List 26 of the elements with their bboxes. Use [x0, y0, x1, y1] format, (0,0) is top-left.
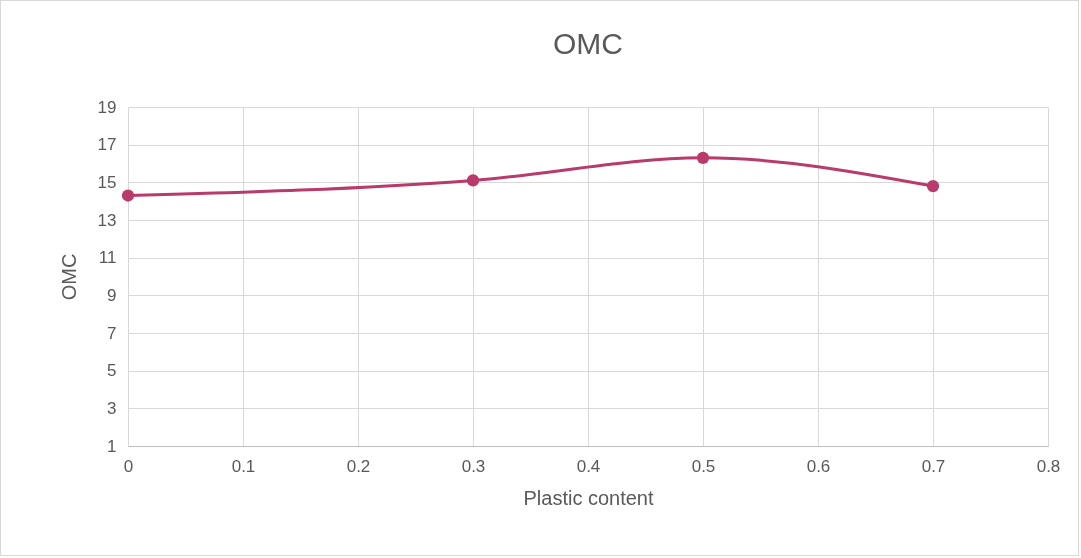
point: [121, 189, 135, 202]
x-tick-label: 0.4: [576, 456, 601, 476]
y-tick-label: 19: [97, 97, 117, 117]
x-tick-label: 0.3: [461, 456, 486, 476]
x-tick-label: 0.7: [921, 456, 946, 476]
point: [926, 179, 940, 193]
x-tick-label: 0.6: [806, 456, 831, 476]
y-axis-title: OMC: [57, 253, 80, 301]
y-tick-label: 7: [107, 323, 117, 343]
x-tick-label: 0.2: [346, 456, 371, 476]
x-tick-label: 0.1: [231, 456, 256, 476]
x-axis-title: Plastic content: [523, 486, 654, 509]
x-tick-label: 0.5: [691, 456, 716, 476]
point: [696, 151, 710, 164]
y-tick-label: 11: [98, 248, 117, 268]
chart-title: OMC: [553, 27, 623, 60]
y-tick-label: 15: [97, 172, 117, 192]
y-tick-label: 3: [107, 398, 117, 418]
y-tick-label: 9: [107, 285, 117, 305]
x-tick-label: 0.8: [1036, 456, 1061, 476]
point: [466, 174, 480, 187]
x-tick-label: 0: [123, 456, 134, 476]
y-tick-label: 1: [107, 436, 117, 456]
y-tick-label: 5: [107, 361, 117, 381]
y-tick-label: 13: [97, 210, 117, 230]
y-tick-label: 17: [97, 135, 117, 155]
